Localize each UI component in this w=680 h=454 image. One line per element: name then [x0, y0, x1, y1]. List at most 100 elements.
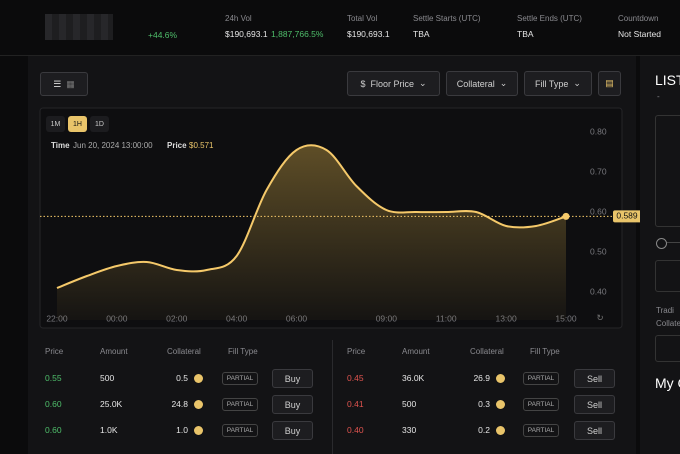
stat-value: $190,693.1 — [347, 29, 390, 39]
order-amount: 500 — [100, 373, 115, 383]
blurred-token-name — [45, 14, 113, 40]
timeframe-button[interactable] — [68, 116, 87, 132]
stat-value: Not Started — [618, 29, 661, 39]
floor-price-dropdown[interactable]: $ Floor Price ⌄ — [347, 71, 440, 96]
fill-type-badge: PARTIAL — [523, 398, 559, 411]
slider-knob[interactable] — [656, 238, 667, 249]
coin-icon — [194, 374, 203, 383]
column-header: Price — [347, 347, 366, 356]
order-price: 0.41 — [347, 399, 364, 409]
y-tick-label: 0.60 — [590, 206, 607, 216]
column-header: Fill Type — [530, 347, 560, 356]
order-price: 0.60 — [45, 425, 62, 435]
coin-icon — [194, 426, 203, 435]
order-amount: 330 — [402, 425, 417, 435]
current-price-label: 0.589 — [616, 211, 638, 221]
fill-type-badge: PARTIAL — [222, 424, 258, 437]
timeframe-label: 1M — [51, 121, 61, 128]
order-collateral: 0.2 — [478, 425, 490, 435]
side-input[interactable] — [655, 335, 680, 362]
stat-label: Settle Starts (UTC) — [413, 14, 481, 23]
price-change: +44.6% — [148, 30, 178, 40]
stat-value: TBA — [413, 29, 430, 39]
side-panel — [640, 56, 680, 454]
column-header: Amount — [100, 347, 128, 356]
fill-type-badge: PARTIAL — [222, 398, 258, 411]
order-collateral: 1.0 — [176, 425, 188, 435]
dropdown-label: Floor Price — [370, 78, 414, 89]
side-label: Collate — [656, 319, 680, 328]
y-tick-label: 0.50 — [590, 246, 607, 256]
order-button[interactable]: Buy — [272, 369, 313, 388]
column-header: Collateral — [167, 347, 201, 356]
tooltip-label: Time — [51, 141, 70, 150]
refresh-icon[interactable]: ↻ — [596, 312, 603, 322]
table-divider — [332, 340, 333, 454]
stat-label: Total Vol — [347, 14, 378, 23]
stat-label: 24h Vol — [225, 14, 252, 23]
tooltip-label: Price — [167, 141, 187, 150]
y-tick-label: 0.80 — [590, 126, 607, 136]
order-button[interactable]: Sell — [574, 395, 615, 414]
side-dash: - — [657, 92, 660, 101]
order-amount: 500 — [402, 399, 417, 409]
column-header: Fill Type — [228, 347, 258, 356]
order-button[interactable]: Buy — [272, 395, 313, 414]
timeframe-button[interactable] — [46, 116, 65, 132]
timeframe-button[interactable] — [90, 116, 109, 132]
y-tick-label: 0.70 — [590, 166, 607, 176]
fill-type-badge: PARTIAL — [523, 424, 559, 437]
order-collateral: 0.3 — [478, 399, 490, 409]
order-price: 0.40 — [347, 425, 364, 435]
side-section-title: My C — [655, 375, 680, 391]
timeframe-label: 1H — [73, 121, 82, 128]
side-box — [655, 115, 680, 227]
divider — [0, 55, 680, 56]
fill-type-badge: PARTIAL — [222, 372, 258, 385]
coin-icon — [194, 400, 203, 409]
order-price: 0.55 — [45, 373, 62, 383]
current-price-badge — [613, 210, 642, 223]
fill-type-dropdown[interactable]: Fill Type ⌄ — [524, 71, 592, 96]
order-collateral: 0.5 — [176, 373, 188, 383]
side-title: LIST — [655, 72, 680, 88]
stat-label: Settle Ends (UTC) — [517, 14, 582, 23]
stat-value: $190,693.1 — [225, 29, 268, 39]
line — [56, 144, 567, 289]
column-header: Price — [45, 347, 64, 356]
column-header: Collateral — [470, 347, 504, 356]
dropdown-label: Fill Type — [535, 78, 569, 89]
order-amount: 1.0K — [100, 425, 118, 435]
x-tick-label: 15:00 — [555, 313, 577, 323]
fill-type-badge: PARTIAL — [523, 372, 559, 385]
chart-settings[interactable]: ▤ — [598, 71, 621, 96]
area — [56, 145, 567, 320]
collateral-dropdown[interactable]: Collateral ⌄ — [446, 71, 518, 96]
y-tick-label: 0.40 — [590, 286, 607, 296]
stat-change: 1,887,766.5% — [271, 29, 324, 39]
dropdown-label: Collateral — [456, 78, 495, 89]
stat-value: TBA — [517, 29, 534, 39]
order-price: 0.60 — [45, 399, 62, 409]
tooltip-price: $0.571 — [189, 141, 214, 150]
coin-icon — [496, 374, 505, 383]
view-toggle[interactable]: ☰ ▦ — [40, 72, 88, 96]
order-button[interactable]: Sell — [574, 369, 615, 388]
side-label: Tradi — [656, 306, 674, 315]
order-collateral: 26.9 — [473, 373, 490, 383]
order-amount: 36.0K — [402, 373, 425, 383]
order-button[interactable]: Sell — [574, 421, 615, 440]
order-collateral: 24.8 — [171, 399, 188, 409]
tooltip-time: Jun 20, 2024 13:00:00 — [73, 141, 153, 150]
order-price: 0.45 — [347, 373, 364, 383]
stat-label: Countdown — [618, 14, 659, 23]
column-header: Amount — [402, 347, 430, 356]
order-amount: 25.0K — [100, 399, 123, 409]
last-point — [562, 212, 570, 220]
order-button[interactable]: Buy — [272, 421, 313, 440]
coin-icon — [496, 400, 505, 409]
side-input[interactable] — [655, 260, 680, 292]
timeframe-label: 1D — [95, 121, 104, 128]
